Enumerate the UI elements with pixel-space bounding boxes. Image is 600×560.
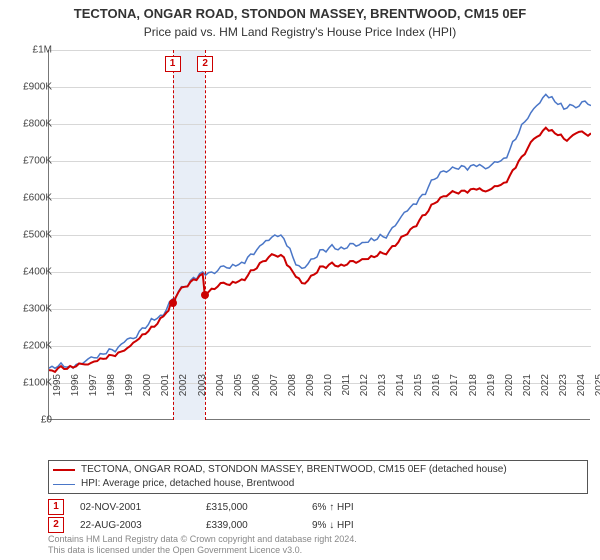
y-axis-label: £1M [8, 45, 52, 56]
x-axis-label: 2015 [413, 374, 424, 396]
sale-dot [201, 291, 209, 299]
sale-row: 2 22-AUG-2003 £339,000 9% ↓ HPI [48, 516, 412, 534]
legend-label: TECTONA, ONGAR ROAD, STONDON MASSEY, BRE… [81, 463, 507, 477]
sale-date: 02-NOV-2001 [80, 502, 200, 513]
sale-index-box: 2 [48, 517, 64, 533]
chart-container: TECTONA, ONGAR ROAD, STONDON MASSEY, BRE… [0, 0, 600, 560]
sales-table: 1 02-NOV-2001 £315,000 6% ↑ HPI 2 22-AUG-2003… [48, 498, 412, 534]
x-axis-label: 1998 [106, 374, 117, 396]
x-axis-label: 1997 [88, 374, 99, 396]
x-axis-label: 2007 [269, 374, 280, 396]
x-axis-label: 2016 [431, 374, 442, 396]
footer-attribution: Contains HM Land Registry data © Crown c… [48, 534, 357, 556]
x-axis-label: 2000 [142, 374, 153, 396]
legend-item: TECTONA, ONGAR ROAD, STONDON MASSEY, BRE… [53, 463, 583, 477]
y-axis-label: £100K [8, 378, 52, 389]
footer-line2: This data is licensed under the Open Gov… [48, 545, 357, 556]
x-axis-label: 2001 [160, 374, 171, 396]
x-axis-label: 1996 [70, 374, 81, 396]
y-axis-label: £400K [8, 267, 52, 278]
sale-price: £315,000 [206, 502, 306, 513]
legend: TECTONA, ONGAR ROAD, STONDON MASSEY, BRE… [48, 460, 588, 494]
y-axis-label: £200K [8, 341, 52, 352]
x-axis-label: 2017 [449, 374, 460, 396]
chart-title: TECTONA, ONGAR ROAD, STONDON MASSEY, BRE… [0, 0, 600, 23]
sale-date: 22-AUG-2003 [80, 520, 200, 531]
x-axis-label: 2014 [395, 374, 406, 396]
legend-swatch [53, 484, 75, 485]
y-axis-label: £0 [8, 415, 52, 426]
x-axis-label: 2002 [178, 374, 189, 396]
chart-subtitle: Price paid vs. HM Land Registry's House … [0, 23, 600, 39]
chart-area: 12 [48, 50, 590, 420]
x-axis-label: 2012 [359, 374, 370, 396]
sale-diff: 9% ↓ HPI [312, 520, 412, 531]
legend-item: HPI: Average price, detached house, Bren… [53, 477, 583, 491]
x-axis-label: 1999 [124, 374, 135, 396]
sale-marker-line [173, 50, 174, 420]
x-axis-label: 2019 [486, 374, 497, 396]
legend-label: HPI: Average price, detached house, Bren… [81, 477, 294, 491]
x-axis-label: 2023 [558, 374, 569, 396]
x-axis-label: 2020 [504, 374, 515, 396]
y-axis-label: £800K [8, 119, 52, 130]
sale-marker-line [205, 50, 206, 420]
x-axis-label: 1995 [52, 374, 63, 396]
x-axis-label: 2004 [215, 374, 226, 396]
x-axis-label: 2011 [341, 374, 352, 396]
sale-diff: 6% ↑ HPI [312, 502, 412, 513]
line-svg [49, 50, 591, 420]
x-axis-label: 2008 [287, 374, 298, 396]
sale-marker-box: 1 [165, 56, 181, 72]
x-axis-label: 2025 [594, 374, 600, 396]
footer-line1: Contains HM Land Registry data © Crown c… [48, 534, 357, 545]
x-axis-label: 2003 [197, 374, 208, 396]
sale-marker-box: 2 [197, 56, 213, 72]
series-hpi [49, 94, 591, 368]
y-axis-label: £500K [8, 230, 52, 241]
sale-price: £339,000 [206, 520, 306, 531]
x-axis-label: 2009 [305, 374, 316, 396]
legend-swatch [53, 469, 75, 471]
x-axis-label: 2021 [522, 374, 533, 396]
y-axis-label: £600K [8, 193, 52, 204]
x-axis-label: 2013 [377, 374, 388, 396]
y-axis-label: £900K [8, 82, 52, 93]
x-axis-label: 2006 [251, 374, 262, 396]
x-axis-label: 2005 [233, 374, 244, 396]
sale-dot [169, 299, 177, 307]
x-axis-label: 2022 [540, 374, 551, 396]
y-axis-label: £300K [8, 304, 52, 315]
sale-row: 1 02-NOV-2001 £315,000 6% ↑ HPI [48, 498, 412, 516]
x-axis-label: 2024 [576, 374, 587, 396]
x-axis-label: 2018 [468, 374, 479, 396]
plot-region: 12 [48, 50, 590, 420]
sale-index-box: 1 [48, 499, 64, 515]
x-axis-label: 2010 [323, 374, 334, 396]
y-axis-label: £700K [8, 156, 52, 167]
